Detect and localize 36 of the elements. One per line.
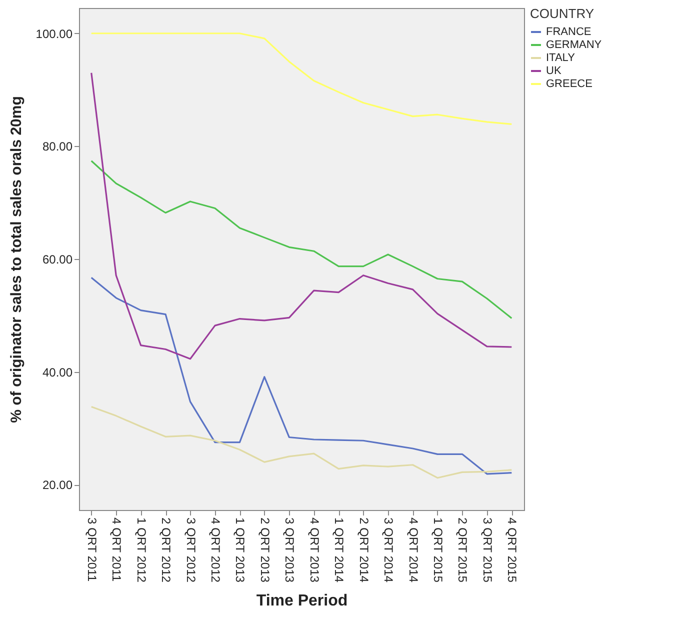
y-tick-label: 80.00 — [42, 140, 73, 154]
legend-label: GERMANY — [546, 39, 602, 51]
x-tick-label: 2 QRT 2015 — [456, 518, 470, 583]
y-tick-label: 20.00 — [42, 478, 73, 492]
x-tick-label: 2 QRT 2013 — [258, 518, 272, 583]
x-tick-label: 1 QRT 2013 — [233, 518, 248, 583]
x-tick-label: 4 QRT 2011 — [110, 518, 124, 582]
x-tick-label: 3 QRT 2014 — [382, 518, 396, 583]
x-tick-label: 4 QRT 2015 — [505, 518, 520, 583]
x-tick-label: 2 QRT 2012 — [159, 518, 174, 583]
y-axis-title: % of originator sales to total sales orals 20mg — [8, 96, 25, 423]
line-series — [90, 72, 512, 360]
y-tick-label: 60.00 — [42, 252, 73, 266]
x-tick-label: 2 QRT 2014 — [356, 518, 371, 583]
line-series — [90, 276, 512, 475]
legend-label: UK — [546, 65, 562, 77]
legend-title: COUNTRY — [530, 6, 594, 21]
legend-label: ITALY — [546, 52, 576, 64]
x-tick-label: 1 QRT 2014 — [332, 518, 346, 583]
x-tick-label: 3 QRT 2015 — [480, 518, 494, 583]
x-tick-label: 4 QRT 2014 — [406, 518, 420, 583]
x-tick-label: 1 QRT 2012 — [134, 518, 148, 583]
line-series — [90, 160, 512, 320]
line-series — [90, 32, 512, 125]
line-series — [90, 406, 512, 479]
x-tick-label: 3 QRT 2011 — [84, 518, 99, 582]
x-tick-label: 4 QRT 2013 — [307, 518, 322, 583]
x-axis-title: Time Period — [256, 592, 348, 610]
x-tick-label: 3 QRT 2012 — [184, 518, 198, 583]
y-tick-label: 100.00 — [36, 26, 73, 41]
x-tick-label: 3 QRT 2013 — [282, 518, 297, 583]
legend-label: FRANCE — [546, 26, 592, 38]
y-tick-label: 40.00 — [42, 365, 73, 380]
x-tick-label: 4 QRT 2012 — [208, 518, 222, 583]
legend-label: GREECE — [546, 78, 592, 90]
x-tick-label: 1 QRT 2015 — [430, 518, 445, 583]
